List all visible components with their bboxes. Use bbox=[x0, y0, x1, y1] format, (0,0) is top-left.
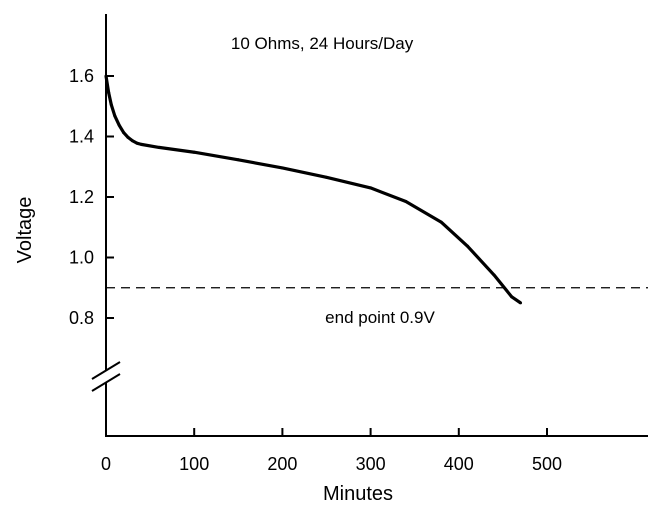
data-point bbox=[139, 142, 143, 146]
data-point bbox=[280, 166, 284, 170]
data-point bbox=[113, 114, 117, 118]
axes bbox=[91, 14, 648, 437]
data-point bbox=[466, 244, 470, 248]
data-point bbox=[236, 158, 240, 162]
data-point bbox=[404, 200, 408, 204]
x-tick-label: 100 bbox=[179, 454, 209, 474]
data-point bbox=[369, 186, 373, 190]
x-tick-label: 0 bbox=[101, 454, 111, 474]
discharge-curve-line bbox=[104, 75, 522, 305]
y-tick-label: 1.6 bbox=[69, 66, 94, 86]
data-point bbox=[439, 220, 443, 224]
data-point bbox=[122, 131, 126, 135]
y-tick-label: 1.0 bbox=[69, 248, 94, 268]
y-axis-title: Voltage bbox=[14, 197, 36, 264]
x-tick-label: 400 bbox=[444, 454, 474, 474]
axis-break-mark-upper bbox=[91, 361, 121, 380]
data-point bbox=[104, 74, 108, 78]
data-point bbox=[126, 135, 130, 139]
x-tick-label: 300 bbox=[356, 454, 386, 474]
data-point bbox=[109, 103, 113, 107]
axis-break-mark-lower bbox=[91, 373, 121, 392]
x-tick-label: 500 bbox=[532, 454, 562, 474]
data-point bbox=[117, 123, 121, 127]
y-tick-label: 1.2 bbox=[69, 187, 94, 207]
data-point bbox=[325, 175, 328, 179]
end-point-label: end point 0.9V bbox=[325, 308, 435, 327]
test-condition-annotation: 10 Ohms, 24 Hours/Day bbox=[231, 34, 414, 53]
series-layer bbox=[104, 74, 523, 305]
x-ticks: 0 100 200 300 400 500 bbox=[101, 428, 562, 474]
y-ticks: 0.8 1.0 1.2 1.4 1.6 bbox=[69, 66, 114, 328]
data-point bbox=[107, 91, 111, 95]
data-point bbox=[519, 301, 523, 305]
data-point bbox=[135, 141, 139, 145]
x-tick-label: 200 bbox=[267, 454, 297, 474]
data-point bbox=[130, 139, 134, 143]
y-tick-label: 1.4 bbox=[69, 127, 94, 147]
y-tick-label: 0.8 bbox=[69, 308, 94, 328]
data-point bbox=[510, 295, 514, 299]
data-point bbox=[492, 273, 496, 277]
data-point bbox=[157, 145, 161, 149]
x-axis-title: Minutes bbox=[323, 483, 393, 505]
data-point bbox=[192, 150, 196, 154]
